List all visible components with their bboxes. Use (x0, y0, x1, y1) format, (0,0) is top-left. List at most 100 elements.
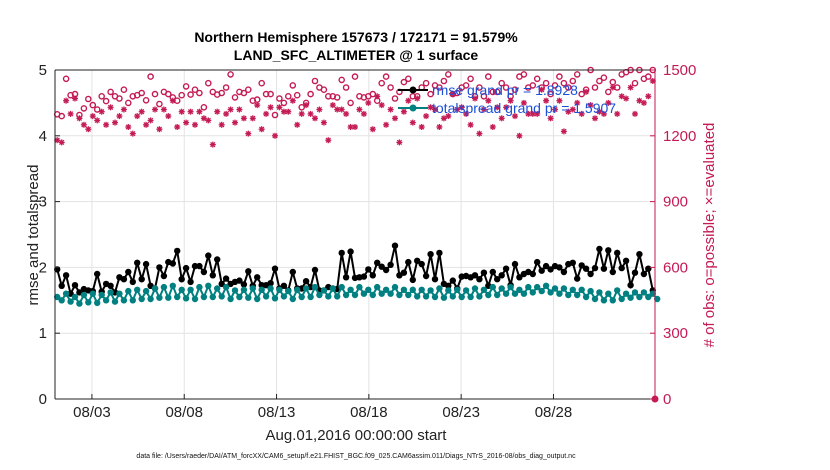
y-right-tick-label: 0 (663, 391, 671, 408)
data-point-rmse (200, 268, 208, 276)
y-tick-label: 4 (39, 128, 47, 145)
data-point-totalspread (627, 294, 634, 301)
obs-evaluated-marker (120, 106, 127, 113)
data-point-rmse (614, 249, 621, 257)
data-point-rmse (445, 282, 452, 289)
data-point-totalspread (538, 287, 545, 295)
data-point-totalspread (365, 286, 372, 293)
obs-evaluated-marker (365, 99, 372, 106)
data-point-totalspread (236, 293, 243, 301)
data-point-rmse (618, 264, 625, 272)
data-point-totalspread (467, 293, 474, 301)
data-point-rmse (640, 270, 648, 278)
obs-possible-marker (227, 71, 234, 78)
data-point-totalspread (436, 285, 443, 292)
data-point-totalspread (334, 293, 341, 300)
obs-evaluated-marker (138, 108, 145, 115)
data-point-totalspread (520, 290, 528, 297)
legend-rmse-label: rmse grand pr = 1.8928 (432, 82, 578, 98)
obs-evaluated-marker (396, 139, 403, 146)
obs-possible-marker (151, 90, 159, 98)
obs-possible-marker (427, 90, 434, 98)
data-point-rmse (538, 267, 545, 274)
obs-possible-marker (120, 86, 128, 93)
obs-evaluated-marker (534, 110, 541, 117)
obs-evaluated-marker (436, 124, 443, 130)
obs-possible-marker (511, 86, 519, 93)
data-point-totalspread (569, 286, 576, 293)
x-tick-label: 08/18 (350, 404, 388, 421)
obs-evaluated-marker (440, 115, 447, 122)
data-point-totalspread (525, 283, 532, 291)
data-point-totalspread (200, 293, 208, 301)
obs-evaluated-marker (192, 121, 198, 128)
data-point-totalspread (489, 283, 496, 291)
data-point-totalspread (600, 297, 608, 304)
obs-possible-marker (320, 86, 328, 93)
obs-evaluated-marker (587, 102, 594, 109)
obs-possible-marker (138, 89, 145, 97)
obs-evaluated-marker (480, 106, 487, 113)
obs-evaluated-marker (89, 113, 96, 120)
obs-possible-marker (565, 84, 572, 91)
data-point-totalspread (596, 289, 603, 296)
data-point-totalspread (271, 295, 279, 302)
x-tick-label: 08/23 (442, 404, 480, 421)
y-tick-label: 5 (39, 62, 47, 79)
obs-possible-marker (142, 97, 150, 104)
obs-possible-marker (529, 82, 537, 89)
data-point-totalspread (480, 286, 488, 293)
obs-possible-marker (116, 95, 123, 102)
data-point-totalspread (174, 293, 181, 301)
obs-evaluated-marker (112, 119, 118, 126)
obs-evaluated-marker (538, 86, 545, 93)
obs-possible-marker (267, 90, 274, 98)
data-point-rmse (125, 268, 132, 276)
axes: 0 1 2 3 4 5 0 300 600 900 1200 1500 08/03 08/08 08/13 0… (39, 62, 697, 421)
data-point-totalspread (129, 297, 136, 304)
data-point-rmse (382, 266, 390, 274)
obs-evaluated-marker (320, 119, 327, 126)
obs-evaluated-marker (329, 102, 336, 109)
obs-evaluated-marker (476, 130, 483, 137)
data-point-rmse (129, 278, 136, 286)
obs-evaluated-marker (249, 115, 256, 122)
obs-possible-marker (307, 90, 314, 98)
data-point-rmse (489, 268, 496, 276)
data-point-totalspread (485, 291, 492, 299)
y-right-tick-label: 1200 (663, 128, 696, 145)
data-point-totalspread (138, 295, 145, 303)
data-point-totalspread (245, 294, 252, 301)
obs-evaluated-marker (338, 106, 345, 113)
data-point-rmse (240, 281, 248, 288)
data-point-rmse (569, 259, 576, 266)
obs-evaluated-marker (76, 115, 83, 122)
grid (55, 69, 655, 400)
data-point-rmse (347, 248, 354, 255)
data-point-totalspread (422, 293, 430, 300)
obs-possible-marker (382, 73, 390, 80)
data-point-totalspread (409, 286, 416, 293)
data-file-footnote: data file: /Users/raeder/DAI/ATM_forcXX/… (136, 453, 576, 460)
data-point-totalspread (560, 285, 568, 292)
obs-evaluated-marker (392, 115, 398, 122)
obs-evaluated-marker (449, 91, 456, 98)
data-point-rmse (196, 262, 203, 270)
data-point-totalspread (574, 291, 581, 299)
data-point-totalspread (605, 290, 612, 297)
obs-evaluated-marker (623, 95, 630, 102)
y-right-tick-label: 300 (663, 325, 688, 342)
obs-possible-marker (276, 95, 283, 102)
data-point-rmse (338, 249, 345, 257)
data-point-totalspread (374, 283, 381, 291)
data-point-totalspread (542, 282, 550, 289)
data-point-rmse (409, 276, 416, 284)
data-point-totalspread (267, 285, 274, 292)
obs-evaluated-marker (596, 108, 603, 115)
data-point-totalspread (89, 290, 97, 297)
obs-evaluated-marker (409, 119, 416, 126)
data-point-rmse (511, 260, 519, 268)
obs-evaluated-marker (125, 124, 132, 130)
data-point-rmse (58, 282, 65, 289)
obs-evaluated-marker (418, 124, 425, 130)
